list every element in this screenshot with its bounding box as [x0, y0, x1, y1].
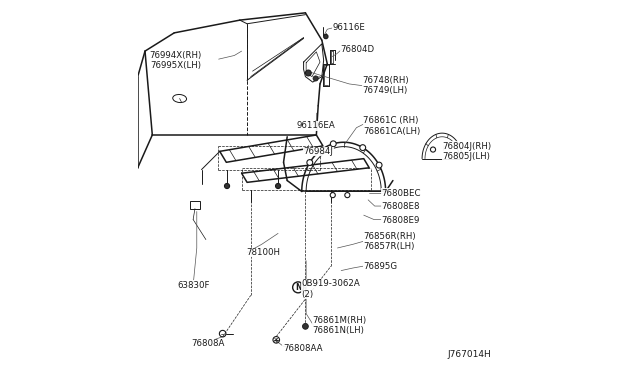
Text: 7680BEC: 7680BEC: [381, 189, 420, 198]
Circle shape: [330, 193, 335, 198]
Text: 76861M(RH)
76861N(LH): 76861M(RH) 76861N(LH): [312, 315, 366, 335]
Text: 76856R(RH)
76857R(LH): 76856R(RH) 76857R(LH): [363, 232, 415, 251]
Text: 76748(RH)
76749(LH): 76748(RH) 76749(LH): [362, 76, 408, 96]
Circle shape: [303, 323, 308, 329]
Circle shape: [324, 34, 328, 39]
Circle shape: [305, 70, 311, 76]
Text: J767014H: J767014H: [447, 350, 492, 359]
Text: N: N: [295, 283, 301, 292]
Circle shape: [345, 193, 350, 198]
Circle shape: [431, 147, 436, 152]
Text: 76804J(RH)
76805J(LH): 76804J(RH) 76805J(LH): [442, 142, 492, 161]
Circle shape: [307, 160, 313, 166]
Circle shape: [225, 183, 230, 189]
Text: 76808AA: 76808AA: [283, 344, 323, 353]
Text: 76804D: 76804D: [340, 45, 374, 54]
Text: 76895G: 76895G: [363, 262, 397, 272]
Text: 76808E8: 76808E8: [381, 202, 420, 211]
Circle shape: [360, 145, 365, 151]
Circle shape: [330, 141, 336, 147]
Text: 0B919-3062A
(2): 0B919-3062A (2): [301, 279, 360, 298]
Text: 76808A: 76808A: [191, 339, 225, 348]
Text: 96116EA: 96116EA: [296, 121, 335, 130]
Circle shape: [276, 183, 280, 189]
Text: 63830F: 63830F: [177, 280, 209, 290]
Text: 76984J: 76984J: [303, 147, 333, 156]
Text: 76861C (RH)
76861CA(LH): 76861C (RH) 76861CA(LH): [363, 116, 420, 135]
Text: 78100H: 78100H: [246, 248, 280, 257]
Bar: [190, 201, 200, 209]
Circle shape: [376, 162, 382, 168]
Text: 76994X(RH)
76995X(LH): 76994X(RH) 76995X(LH): [149, 51, 202, 70]
Circle shape: [313, 76, 318, 81]
Text: 96116E: 96116E: [333, 23, 365, 32]
Text: 76808E9: 76808E9: [381, 216, 420, 225]
